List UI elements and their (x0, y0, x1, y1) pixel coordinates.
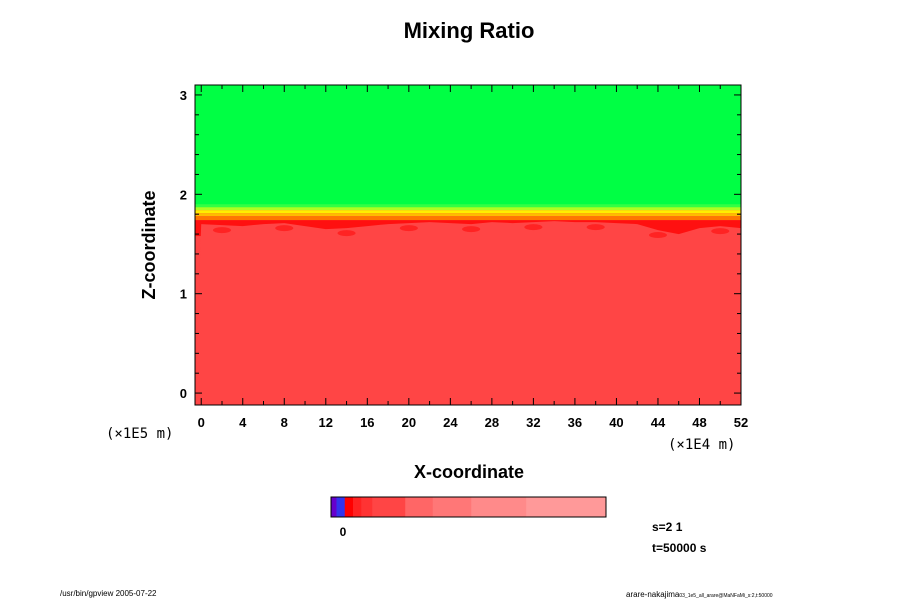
transition-band (195, 207, 741, 211)
mixing-blobs (212, 224, 730, 239)
x-axis-label: X-coordinate (414, 462, 524, 482)
colorbar-segment (331, 497, 337, 517)
mixing-swirl (275, 225, 294, 232)
transition-band (195, 204, 741, 208)
y-tick-label: 0 (180, 386, 187, 401)
colorbar-segment (372, 497, 406, 517)
colorbar-segment (405, 497, 434, 517)
x-tick-label: 24 (443, 415, 458, 430)
mixing-swirl (337, 230, 356, 237)
transition-band (195, 216, 741, 221)
x-tick-label: 44 (651, 415, 666, 430)
x-tick-label: 8 (281, 415, 288, 430)
mixing-swirl (586, 224, 605, 231)
y-axis-label: Z-coordinate (139, 190, 159, 299)
footer-right-main: arare-nakajima (626, 590, 680, 599)
colorbar-segment (361, 497, 373, 517)
y-tick-label: 3 (180, 88, 187, 103)
colorbar-frame (330, 496, 607, 518)
transition-band (195, 210, 741, 214)
x-tick-label: 12 (319, 415, 333, 430)
footer-left: /usr/bin/gpview 2005-07-22 (60, 589, 157, 598)
x-tick-label: 36 (568, 415, 582, 430)
footer-right: arare-nakajima03_1e5_all_arare@MaNFaMi_s… (626, 590, 773, 599)
y-tick-labels: 0 1 2 3 (180, 88, 187, 401)
mixing-swirl (212, 227, 231, 234)
colorbar-segment (432, 497, 472, 517)
transition-band (195, 213, 741, 217)
mixing-swirl (524, 224, 543, 231)
chart-title: Mixing Ratio (404, 18, 535, 43)
x-tick-label: 40 (609, 415, 623, 430)
x-tick-labels: 0 4 8 12 16 20 24 28 32 36 40 44 48 52 (198, 415, 749, 430)
x-tick-label: 48 (692, 415, 706, 430)
colorbar-label: 0 (340, 525, 347, 539)
y-tick-label: 1 (180, 287, 187, 302)
plot-area (194, 84, 742, 406)
colorbar-segment (526, 497, 607, 517)
x-tick-label: 0 (198, 415, 205, 430)
colorbar-segment (353, 497, 362, 517)
x-unit-label: (×1E4 m) (668, 437, 735, 453)
mixing-swirl (711, 228, 730, 235)
interface-boundary (195, 221, 741, 405)
colorbar-segment (336, 497, 346, 517)
annotation-t: t=50000 s (652, 541, 707, 555)
y-tick-label: 2 (180, 187, 187, 202)
colorbar-segment (344, 497, 354, 517)
mixing-swirl (462, 226, 481, 233)
x-tick-label: 32 (526, 415, 540, 430)
colorbar (331, 497, 607, 517)
z-unit-label: (×1E5 m) (106, 426, 173, 442)
footer-right-sub: 03_1e5_all_arare@MaNFaMi_s:2,t:50000 (679, 593, 772, 599)
mixing-swirl (648, 232, 667, 239)
x-tick-label: 16 (360, 415, 374, 430)
mixing-swirl (399, 225, 418, 232)
x-tick-label: 4 (239, 415, 247, 430)
annotation-s: s=2 1 (652, 520, 683, 534)
x-tick-label: 28 (485, 415, 499, 430)
colorbar-segment (471, 497, 527, 517)
x-tick-label: 52 (734, 415, 748, 430)
axis-ticks (195, 85, 742, 405)
plot-frame (194, 84, 742, 406)
x-tick-label: 20 (402, 415, 416, 430)
